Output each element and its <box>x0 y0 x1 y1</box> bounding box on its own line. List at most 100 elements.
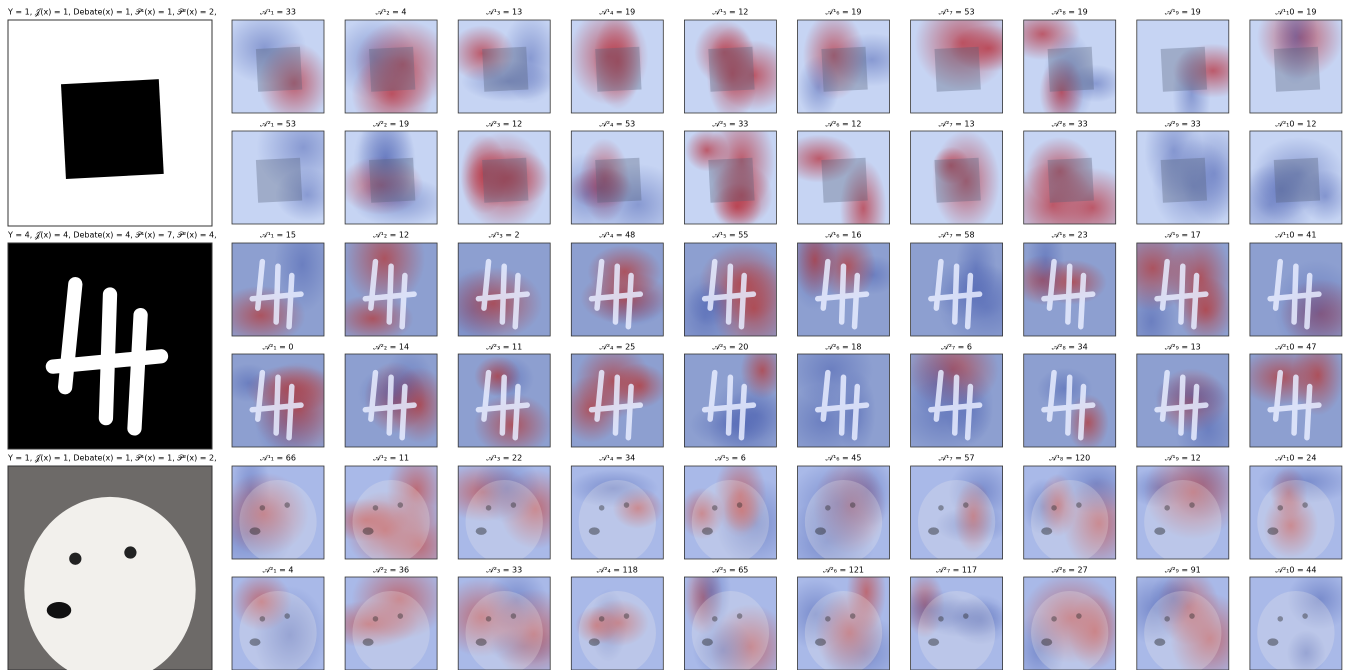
tile-label: 𝒜²₂ = 14 <box>373 343 409 352</box>
tile-label: 𝒜¹₁0 = 41 <box>1275 231 1316 240</box>
dog-eye <box>737 613 743 619</box>
dog-head <box>579 480 656 564</box>
dog-head <box>1144 480 1221 564</box>
tile-label: 𝒜²₅ = 33 <box>712 120 748 129</box>
tile-label: 𝒜¹₃ = 2 <box>489 231 520 240</box>
tile-label: 𝒜²₆ = 121 <box>823 566 864 575</box>
attribution-tile: 𝒜¹₆ = 19 <box>798 8 914 120</box>
shape-overlay <box>1048 47 1094 92</box>
attribution-tile: 𝒜²₅ = 65 <box>684 550 790 670</box>
dog-head <box>1031 480 1108 564</box>
shape-overlay <box>1048 158 1094 203</box>
tile-label: 𝒜²₆ = 12 <box>826 120 862 129</box>
attribution-tile: 𝒜²₇ = 13 <box>911 120 1003 233</box>
attribution-tile: 𝒜²₁0 = 47 <box>1238 335 1344 447</box>
tile-label: 𝒜²₁ = 4 <box>263 566 294 575</box>
dog-head <box>239 480 316 564</box>
dog-eye <box>284 613 290 619</box>
tile-label: 𝒜¹₂ = 11 <box>373 454 409 463</box>
figure: Y = 1, 𝒥(x) = 1, Debate(x) = 1, 𝒫¹(x) = … <box>0 0 1348 670</box>
dog-eye <box>963 502 969 508</box>
attribution-tile: 𝒜²₃ = 33 <box>438 566 576 670</box>
attribution-tile: 𝒜¹₆ = 16 <box>788 213 898 336</box>
tile-label: 𝒜¹₁ = 15 <box>260 231 296 240</box>
tile-label: 𝒜²₁ = 53 <box>260 120 296 129</box>
shape-overlay <box>369 158 415 203</box>
dog-eye <box>938 505 944 511</box>
tile-label: 𝒜¹₂ = 12 <box>373 231 409 240</box>
shape-overlay <box>1274 158 1320 203</box>
tile-label: 𝒜²₉ = 33 <box>1165 120 1201 129</box>
attribution-tile: 𝒜¹₉ = 12 <box>1128 445 1243 564</box>
attribution-tile: 𝒜²₂ = 14 <box>345 343 448 448</box>
attribution-tile: 𝒜²₁0 = 12 <box>1226 120 1348 244</box>
attribution-tile: 𝒜¹₈ = 23 <box>1013 215 1116 336</box>
attribution-tile: 𝒜²₉ = 91 <box>1119 566 1249 670</box>
shape-overlay <box>369 47 415 92</box>
attribution-tile: 𝒜¹₂ = 4 <box>333 8 451 134</box>
shape-overlay <box>595 47 641 92</box>
dog-eye <box>486 505 492 511</box>
dog-eye <box>850 502 856 508</box>
attribution-tile: 𝒜¹₁ = 66 <box>199 441 324 577</box>
tile-label: 𝒜¹₉ = 12 <box>1165 454 1201 463</box>
attribution-tile: 𝒜¹₅ = 12 <box>684 8 792 123</box>
dog-eye <box>599 505 605 511</box>
attribution-tile: 𝒜²₂ = 19 <box>339 107 447 227</box>
tile-label: 𝒜²₈ = 27 <box>1052 566 1088 575</box>
example-header: Y = 1, 𝒥(x) = 1, Debate(x) = 1, 𝒫¹(x) = … <box>7 8 217 17</box>
tile-label: 𝒜¹₉ = 19 <box>1165 8 1201 17</box>
dog-nose <box>363 638 374 645</box>
dog-eye <box>712 505 718 511</box>
tile-label: 𝒜¹₄ = 48 <box>599 231 635 240</box>
shape-overlay <box>1161 158 1207 203</box>
tile-label: 𝒜²₈ = 34 <box>1052 343 1088 352</box>
shape-overlay <box>821 47 867 92</box>
dog-eye <box>69 553 81 565</box>
tile-label: 𝒜²₃ = 33 <box>486 566 522 575</box>
tile-label: 𝒜¹₈ = 19 <box>1052 8 1088 17</box>
shape-overlay <box>708 47 754 92</box>
tile-label: 𝒜²₆ = 18 <box>826 343 862 352</box>
dog-eye <box>737 502 743 508</box>
attribution-tile: 𝒜²₆ = 121 <box>782 552 906 670</box>
tile-label: 𝒜²₂ = 19 <box>373 120 409 129</box>
attribution-tile: 𝒜²₈ = 33 <box>1009 120 1137 249</box>
dog-eye <box>1164 616 1170 622</box>
dog-eye <box>599 616 605 622</box>
tile-label: 𝒜¹₁0 = 19 <box>1275 8 1316 17</box>
tile-label: 𝒜¹₄ = 34 <box>599 454 635 463</box>
tile-label: 𝒜¹₅ = 12 <box>712 8 748 17</box>
example-group: Y = 1, 𝒥(x) = 1, Debate(x) = 1, 𝒫¹(x) = … <box>7 0 1348 257</box>
tile-label: 𝒜²₃ = 11 <box>486 343 522 352</box>
attribution-tile: 𝒜¹₁ = 15 <box>216 216 331 345</box>
dog-nose <box>589 638 600 645</box>
dog-eye <box>398 502 404 508</box>
tile-label: 𝒜²₃ = 12 <box>486 120 522 129</box>
dog-eye <box>938 616 944 622</box>
dog-eye <box>1051 505 1057 511</box>
dog-eye <box>1164 505 1170 511</box>
tile-label: 𝒜¹₃ = 13 <box>486 8 522 17</box>
example-group: Y = 1, 𝒥(x) = 1, Debate(x) = 1, 𝒫¹(x) = … <box>7 441 1348 670</box>
attribution-tile: 𝒜¹₅ = 6 <box>680 454 796 570</box>
dog-eye <box>398 613 404 619</box>
tile-label: 𝒜¹₆ = 45 <box>826 454 862 463</box>
dog-head <box>918 480 995 564</box>
dog-nose <box>1267 638 1278 645</box>
heatmap-blob <box>1177 276 1234 343</box>
shape-overlay <box>256 158 302 203</box>
shape-overlay <box>1161 47 1207 92</box>
dog-nose <box>928 527 939 534</box>
tile-label: 𝒜²₅ = 65 <box>712 566 748 575</box>
attribution-tile: 𝒜²₃ = 11 <box>458 343 552 457</box>
attribution-tile: 𝒜¹₈ = 120 <box>1022 453 1139 570</box>
dog-nose <box>1267 527 1278 534</box>
dog-eye <box>260 505 266 511</box>
tile-label: 𝒜¹₈ = 120 <box>1049 454 1090 463</box>
attribution-tile: 𝒜¹₃ = 13 <box>450 8 560 114</box>
dog-eye <box>825 505 831 511</box>
dog-nose <box>249 527 260 534</box>
tile-label: 𝒜¹₆ = 16 <box>826 231 862 240</box>
dog-head <box>466 480 543 564</box>
